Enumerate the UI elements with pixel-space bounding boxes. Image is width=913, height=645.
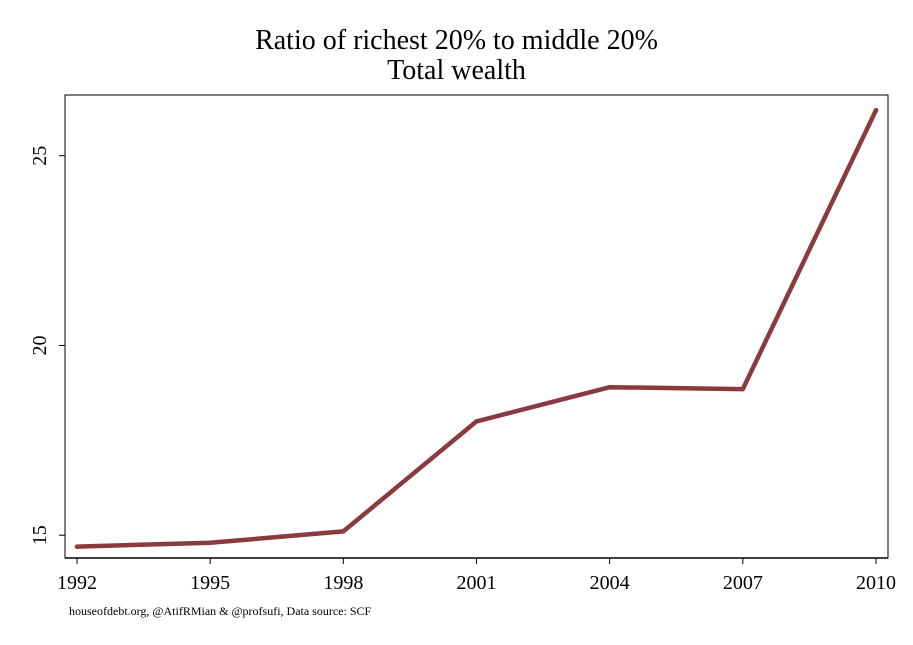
data-point xyxy=(74,544,80,549)
x-tick-label: 2007 xyxy=(723,572,763,594)
y-tick-label: 25 xyxy=(29,146,51,166)
y-tick-label: 15 xyxy=(29,525,51,545)
data-point xyxy=(873,107,879,113)
data-point xyxy=(474,419,479,424)
plot-frame xyxy=(64,94,889,559)
source-credit: houseofdebt.org, @AtifRMian & @profsufi,… xyxy=(69,604,372,618)
data-point xyxy=(740,386,746,392)
data-point xyxy=(607,385,612,390)
x-tick-label: 1995 xyxy=(190,572,230,594)
y-tick-label: 20 xyxy=(29,335,51,355)
x-tick-label: 2004 xyxy=(590,572,630,594)
chart-title-block: Ratio of richest 20% to middle 20% Total… xyxy=(0,26,913,86)
data-point xyxy=(341,529,346,534)
x-tick-label: 1998 xyxy=(323,572,363,594)
chart-title: Ratio of richest 20% to middle 20% xyxy=(255,25,658,56)
data-point xyxy=(207,540,213,546)
series-line xyxy=(74,107,879,549)
x-tick-label: 1992 xyxy=(57,572,97,594)
x-tick-label: 2010 xyxy=(856,572,896,594)
chart-subtitle: Total wealth xyxy=(387,55,526,86)
x-tick-label: 2001 xyxy=(457,572,497,594)
